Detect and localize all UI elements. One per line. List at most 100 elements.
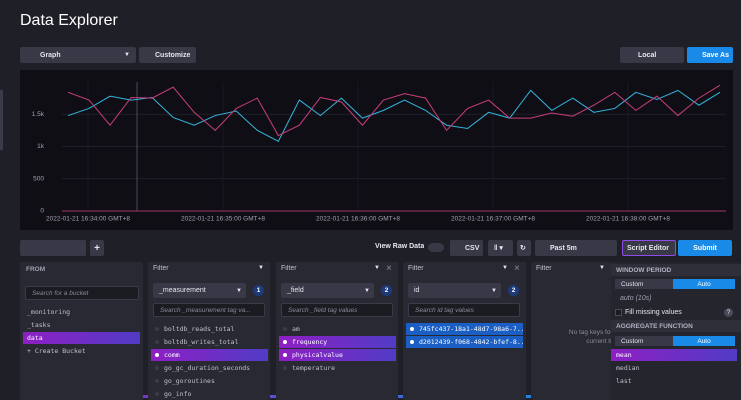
add-query[interactable]: + <box>90 240 104 256</box>
function-item[interactable]: mean <box>611 349 737 361</box>
bucket-item[interactable]: _monitoring <box>23 306 140 318</box>
help-icon[interactable]: ? <box>724 308 733 317</box>
checkbox <box>155 379 159 383</box>
fill-label[interactable]: Fill missing values <box>625 307 715 318</box>
filter-title: Filter <box>153 265 213 275</box>
checkbox <box>410 327 414 331</box>
tag-item[interactable]: 745fc437-18a1-48d7-98a6-7... <box>406 323 523 335</box>
x-tick-label: 2022-01-21 16:38:00 GMT+8 <box>586 216 670 223</box>
filter-title: Filter <box>536 265 596 275</box>
view-caret[interactable]: ▼ <box>124 47 134 63</box>
bucket-item[interactable]: + Create Bucket <box>23 345 140 357</box>
x-tick-label: 2022-01-21 16:34:00 GMT+8 <box>46 216 130 223</box>
tag-search[interactable]: Search _field tag values <box>281 303 393 317</box>
tag-item[interactable]: comm <box>151 349 268 361</box>
side-rail <box>0 90 3 150</box>
aggregate-title: AGGREGATE FUNCTION <box>611 320 741 332</box>
from-title: FROM <box>26 266 126 276</box>
refresh-button[interactable]: ↻ <box>517 240 531 256</box>
filter-close[interactable]: × <box>514 263 524 275</box>
tag-item[interactable]: boltdb_reads_total <box>151 323 268 335</box>
auto-option[interactable]: Auto <box>673 336 735 346</box>
raw-label: View Raw Data <box>375 243 424 250</box>
y-tick-label: 1k <box>37 143 45 150</box>
checkbox <box>155 392 159 396</box>
key-dropdown[interactable]: _measurement <box>153 283 246 298</box>
function-item[interactable]: last <box>611 375 737 387</box>
key-caret: ▼ <box>491 283 501 298</box>
checkbox <box>283 353 287 357</box>
checkbox <box>283 366 287 370</box>
tag-item[interactable]: temperature <box>279 362 396 374</box>
empty-message: No tag keys found in the current time ra… <box>551 328 611 350</box>
filter-panel: Filter▼_measurement▼1Search _measurement… <box>148 262 270 400</box>
tag-item[interactable]: go_gc_duration_seconds <box>151 362 268 374</box>
graph: 0 500 1k 1.5k 2022-01-21 16:34:00 GMT+8 2022-… <box>20 70 733 230</box>
filter-caret[interactable]: ▼ <box>502 265 512 275</box>
submit-button[interactable]: Submit <box>678 240 732 256</box>
key-dropdown[interactable]: id <box>408 283 501 298</box>
checkbox <box>155 353 159 357</box>
filter-title: Filter <box>408 265 468 275</box>
checkbox <box>283 340 287 344</box>
filter-panel: Filter▼×_field▼2Search _field tag values… <box>276 262 398 400</box>
script-button[interactable]: Script Editor <box>622 240 676 256</box>
filter-caret[interactable]: ▼ <box>599 265 609 275</box>
filter-panel: Filter▼ No tag keys found in the current … <box>531 262 611 400</box>
tag-item[interactable]: go_info <box>151 388 268 400</box>
tag-item[interactable]: physicalvalue <box>279 349 396 361</box>
custom-option[interactable]: Custom <box>615 336 673 346</box>
y-tick-label: 0 <box>40 208 44 215</box>
filter-title: Filter <box>281 265 341 275</box>
function-sidebar: WINDOW PERIODCustomAutoauto (10s)Fill mi… <box>611 262 741 400</box>
save-button[interactable]: Save As <box>687 47 733 63</box>
y-tick-label: 500 <box>33 175 44 182</box>
filter-caret[interactable]: ▼ <box>258 265 268 275</box>
query-tab[interactable] <box>20 240 86 256</box>
x-tick-label: 2022-01-21 16:35:00 GMT+8 <box>181 216 265 223</box>
filter-panel: Filter▼×id▼2Search id tag values745fc437… <box>403 262 526 400</box>
tag-item[interactable]: frequency <box>279 336 396 348</box>
checkbox <box>155 340 159 344</box>
filter-close[interactable]: × <box>386 263 396 275</box>
period-input[interactable]: auto (10s) <box>615 292 735 304</box>
checkbox <box>155 327 159 331</box>
checkbox <box>410 340 414 344</box>
checkbox <box>155 366 159 370</box>
function-item[interactable]: median <box>611 362 737 374</box>
bucket-item[interactable]: data <box>23 332 140 344</box>
tag-item[interactable]: go_goroutines <box>151 375 268 387</box>
raw-toggle[interactable] <box>428 243 444 252</box>
tag-item[interactable]: am <box>279 323 396 335</box>
tag-item[interactable]: boltdb_writes_total <box>151 336 268 348</box>
x-tick-label: 2022-01-21 16:37:00 GMT+8 <box>451 216 535 223</box>
x-tick-label: 2022-01-21 16:36:00 GMT+8 <box>316 216 400 223</box>
tag-item[interactable]: d2012439-f068-4842-bfef-8... <box>406 336 523 348</box>
customize-button[interactable]: Customize <box>139 47 196 63</box>
key-dropdown[interactable]: _field <box>281 283 374 298</box>
fill-checkbox[interactable] <box>615 309 622 316</box>
auto-option[interactable]: Auto <box>673 279 735 289</box>
csv-button[interactable]: CSV <box>450 240 483 256</box>
selection-count: 1 <box>253 285 264 296</box>
y-tick-label: 1.5k <box>32 111 45 118</box>
tag-search[interactable]: Search _measurement tag va... <box>153 303 265 317</box>
filter-caret[interactable]: ▼ <box>374 265 384 275</box>
custom-option[interactable]: Custom <box>615 279 673 289</box>
range-dropdown[interactable]: Past 5m <box>535 240 617 256</box>
view-dropdown[interactable]: Graph <box>20 47 136 63</box>
checkbox <box>283 327 287 331</box>
key-caret: ▼ <box>364 283 374 298</box>
selection-count: 2 <box>508 285 519 296</box>
timezone-dropdown[interactable]: Local <box>620 47 684 63</box>
selection-count: 2 <box>381 285 392 296</box>
window-title: WINDOW PERIOD <box>611 264 741 276</box>
page-title: Data Explorer <box>20 12 220 34</box>
bucket-search[interactable]: Search for a bucket <box>25 286 139 300</box>
from-panel: FROM Search for a bucket _monitoring_tasks… <box>20 262 143 400</box>
tag-search[interactable]: Search id tag values <box>408 303 520 317</box>
pause-dropdown[interactable]: ‖ ▾ <box>488 240 513 256</box>
key-caret: ▼ <box>236 283 246 298</box>
bucket-item[interactable]: _tasks <box>23 319 140 331</box>
